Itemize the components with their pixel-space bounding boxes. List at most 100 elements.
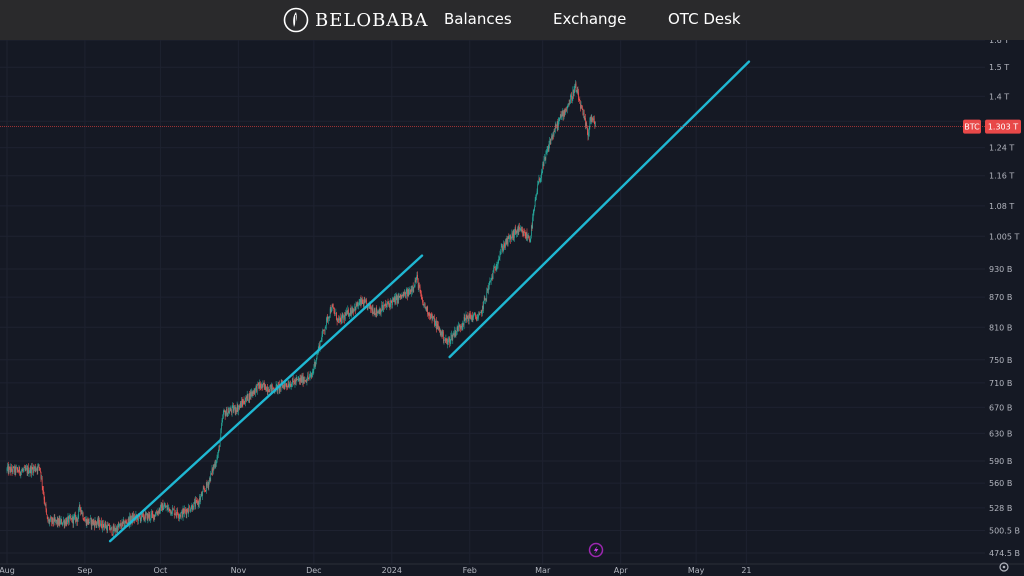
candle-body xyxy=(251,391,253,394)
candle-body xyxy=(541,172,542,179)
candle-body xyxy=(105,524,107,528)
candle-body xyxy=(389,303,391,308)
price-axis[interactable]: 1.6 T 1.5 T 1.4 T 1.24 T 1.16 T 1.08 T 1.005 T… xyxy=(963,40,1021,558)
candle-body xyxy=(83,520,85,522)
settings-gear-icon[interactable] xyxy=(999,562,1009,572)
candle-body xyxy=(470,317,472,320)
candle-body xyxy=(16,467,17,469)
candle-body xyxy=(502,246,503,251)
candle-body xyxy=(52,517,54,523)
candle-body xyxy=(290,384,291,387)
candle-body xyxy=(185,510,186,512)
candle-body xyxy=(386,304,388,307)
trendlines[interactable] xyxy=(108,60,751,543)
candle-body xyxy=(271,385,273,390)
candle-body xyxy=(140,518,142,521)
candle-body xyxy=(403,293,405,297)
candle-body xyxy=(324,330,325,332)
candle-body xyxy=(329,316,330,318)
candle-body xyxy=(326,317,328,319)
candle-body xyxy=(112,534,113,536)
candle-body xyxy=(461,326,463,328)
candle-body xyxy=(493,267,495,272)
candle-body xyxy=(97,519,98,524)
candle-body xyxy=(246,396,247,399)
candle-body xyxy=(446,341,448,345)
candle-body xyxy=(309,376,310,379)
candle-body xyxy=(537,183,539,185)
nav-link-balances[interactable]: Balances xyxy=(444,10,512,28)
candle-body xyxy=(34,466,36,469)
candle-body xyxy=(587,132,589,137)
candle-body xyxy=(180,512,182,517)
candle-body xyxy=(240,402,242,408)
candle-body xyxy=(329,308,331,317)
time-axis[interactable]: Aug Sep Oct Nov Dec 2024 Feb Mar Apr May 21 xyxy=(0,566,752,575)
time-axis-tick-label: Sep xyxy=(77,566,92,575)
candle-body xyxy=(256,383,258,393)
candle-body xyxy=(217,455,218,458)
candle-body xyxy=(590,116,591,121)
candle-body xyxy=(270,384,272,392)
candle-body xyxy=(148,514,149,518)
candle-body xyxy=(350,308,352,315)
candle-body xyxy=(411,289,413,291)
candle-body xyxy=(39,468,41,472)
candle-body xyxy=(385,305,387,307)
candle-body xyxy=(536,191,538,195)
candle-body xyxy=(244,401,246,405)
candle-body xyxy=(13,467,15,472)
brand-logo-icon xyxy=(283,7,309,33)
candle-body xyxy=(321,340,322,342)
candle-body xyxy=(241,400,242,408)
candle-body xyxy=(502,248,504,251)
candle-body xyxy=(228,410,230,414)
chart-background xyxy=(0,40,1024,576)
candle-body xyxy=(60,520,61,525)
candle-body xyxy=(31,466,33,469)
candle-body xyxy=(122,520,124,523)
lightning-icon[interactable] xyxy=(588,542,604,558)
trendline[interactable] xyxy=(448,60,751,359)
candle-body xyxy=(438,327,440,329)
candle-body xyxy=(126,521,127,523)
candle-body xyxy=(246,394,248,399)
candle-body xyxy=(559,117,561,120)
candle-body xyxy=(327,317,329,322)
candle-body xyxy=(338,317,339,320)
candle-body xyxy=(312,370,314,372)
candle-body xyxy=(46,514,48,519)
candle-body xyxy=(89,518,91,523)
trendline[interactable] xyxy=(108,254,424,543)
candle-body xyxy=(247,394,249,401)
candle-body xyxy=(306,380,308,382)
price-chart[interactable]: 1.6 T 1.5 T 1.4 T 1.24 T 1.16 T 1.08 T 1.005 T… xyxy=(0,40,1024,576)
candle-body xyxy=(45,504,47,510)
candle-body xyxy=(85,519,86,522)
candle-body xyxy=(258,384,260,389)
candle-body xyxy=(273,388,274,390)
candle-body xyxy=(332,305,334,308)
candle-body xyxy=(8,467,10,473)
candle-body xyxy=(238,406,240,408)
candle-body xyxy=(216,461,217,464)
candle-body xyxy=(114,527,116,531)
candle-body xyxy=(261,384,262,389)
candle-body xyxy=(429,316,431,319)
candle-body xyxy=(387,302,388,305)
nav-link-otc-desk[interactable]: OTC Desk xyxy=(668,10,741,28)
brand-logo[interactable]: BELOBABA xyxy=(283,5,429,35)
candle-body xyxy=(85,519,87,526)
candle-body xyxy=(26,468,28,474)
candle-body xyxy=(449,341,451,344)
candle-body xyxy=(387,302,389,304)
candle-body xyxy=(473,314,474,318)
candle-body xyxy=(248,393,250,401)
candle-body xyxy=(133,515,134,521)
candle-body xyxy=(563,111,564,117)
candle-body xyxy=(399,294,401,298)
nav-link-exchange[interactable]: Exchange xyxy=(553,10,627,28)
candle-body xyxy=(345,313,347,316)
candle-body xyxy=(404,292,405,297)
candle-body xyxy=(91,519,93,526)
